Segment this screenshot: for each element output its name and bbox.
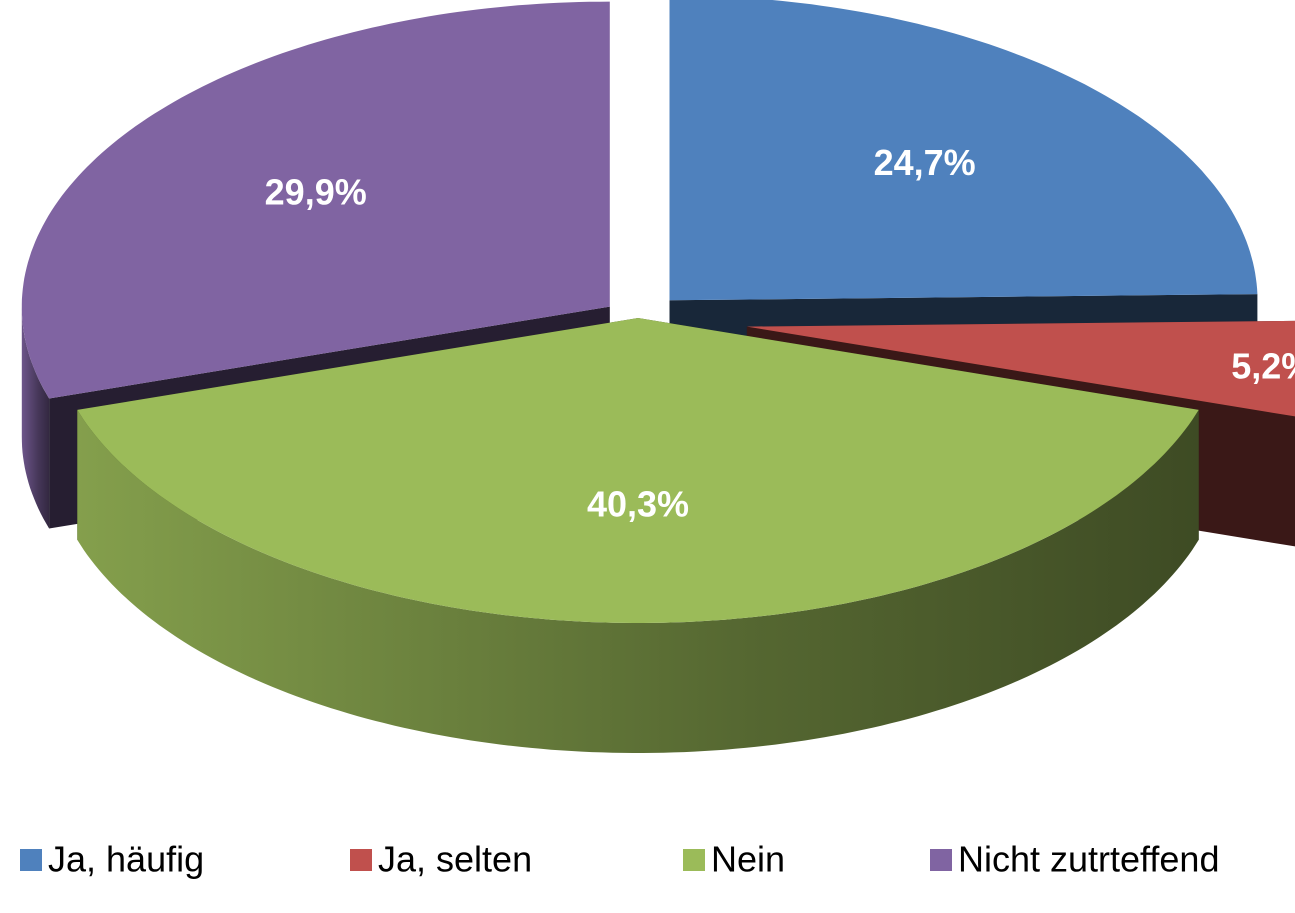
data-label: 24,7% <box>874 142 976 183</box>
legend-swatch <box>930 849 952 871</box>
legend-label: Ja, selten <box>378 839 532 880</box>
legend-swatch <box>20 849 42 871</box>
slice <box>21 1 610 399</box>
legend-swatch <box>683 849 705 871</box>
slice <box>77 318 1199 623</box>
legend-label: Nein <box>711 839 785 880</box>
slice-side <box>21 306 50 529</box>
data-label: 40,3% <box>587 484 689 525</box>
slice <box>669 0 1258 301</box>
slice-side <box>77 409 1199 753</box>
slice <box>77 318 1199 753</box>
legend-label: Ja, häufig <box>48 839 204 880</box>
legend-label: Nicht zutrteffend <box>958 839 1219 880</box>
legend-swatch <box>350 849 372 871</box>
data-label: 5,2% <box>1231 346 1295 387</box>
slice <box>746 320 1295 417</box>
data-label: 29,9% <box>265 171 367 212</box>
